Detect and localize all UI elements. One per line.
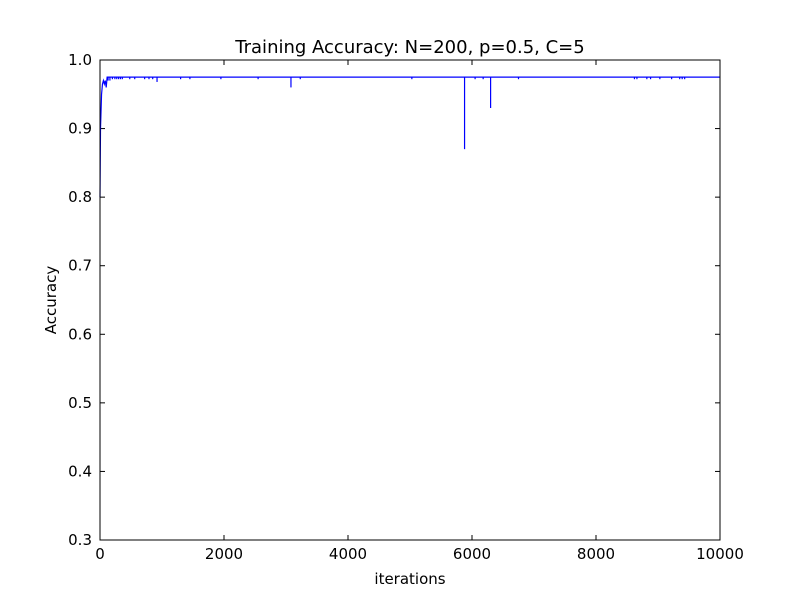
x-tick-label: 2000 xyxy=(205,545,243,563)
plot-frame xyxy=(99,59,721,541)
series-group xyxy=(99,76,720,198)
y-tick-label: 0.4 xyxy=(68,462,92,480)
y-tick-label: 0.7 xyxy=(68,257,92,275)
x-tick-label: 8000 xyxy=(577,545,615,563)
y-tick-label: 0.8 xyxy=(68,188,92,206)
y-tick-label: 0.6 xyxy=(68,325,92,343)
series-line xyxy=(99,76,720,198)
x-tick-label: 4000 xyxy=(329,545,367,563)
y-tick-label: 1.0 xyxy=(68,51,92,69)
y-tick-label: 0.9 xyxy=(68,120,92,138)
y-tick-label: 0.3 xyxy=(68,531,92,549)
chart-title: Training Accuracy: N=200, p=0.5, C=5 xyxy=(234,37,584,58)
y-axis-label: Accuracy xyxy=(42,266,60,335)
x-tick-label: 10000 xyxy=(696,545,744,563)
x-axis-label: iterations xyxy=(374,570,445,588)
x-tick-label: 0 xyxy=(95,545,105,563)
x-tick-label: 6000 xyxy=(453,545,491,563)
y-tick-label: 0.5 xyxy=(68,394,92,412)
ticks-group: 0 2000 4000 6000 8000 10000 0.3 0.4 0.5 0.6 0.7 0.8… xyxy=(68,51,744,563)
